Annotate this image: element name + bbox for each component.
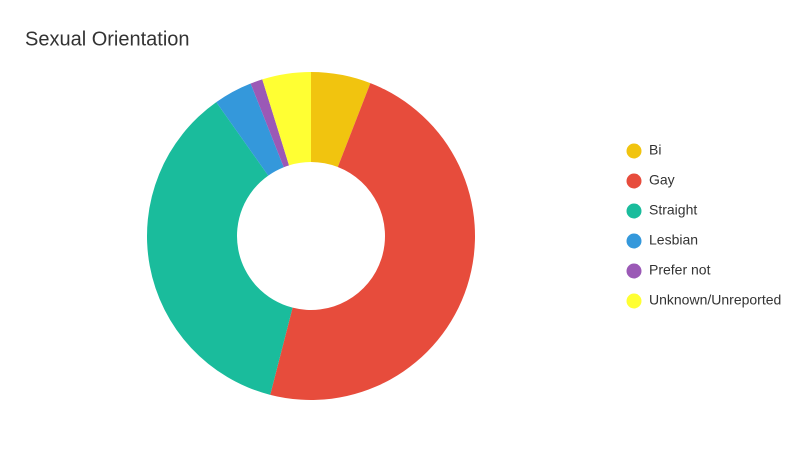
donut-slice (250, 79, 290, 168)
donut-slice (270, 83, 475, 400)
donut-slice (147, 102, 293, 395)
legend-label: Unknown/Unreported (649, 292, 781, 308)
donut-slice (216, 83, 284, 176)
legend-label: Bi (649, 142, 661, 158)
donut-slice (311, 72, 371, 168)
legend-swatch (626, 263, 642, 279)
legend-label: Straight (649, 202, 697, 218)
legend-swatch (626, 173, 642, 189)
legend-swatch (626, 233, 642, 249)
legend-swatch (626, 293, 642, 309)
legend-label: Prefer not (649, 262, 711, 278)
legend-label: Lesbian (649, 232, 698, 248)
chart-title: Sexual Orientation (25, 28, 190, 50)
legend-swatch (626, 143, 642, 159)
legend-swatch (626, 203, 642, 219)
legend-label: Gay (649, 172, 675, 188)
donut-slice (262, 72, 311, 166)
